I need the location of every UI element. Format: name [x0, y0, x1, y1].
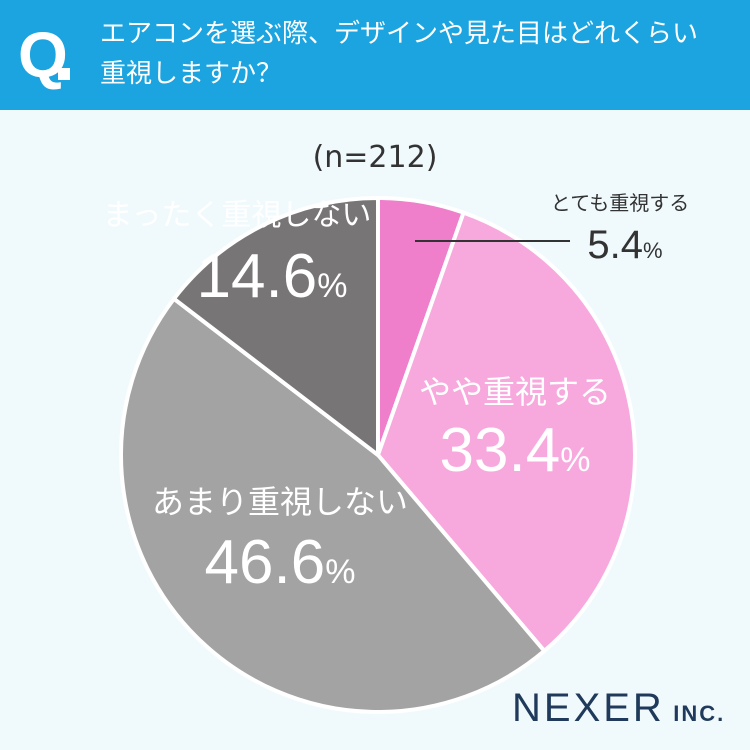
- pie-slice-2: [375, 210, 637, 654]
- pie-slice-4: [171, 195, 380, 460]
- question-line-1: エアコンを選ぶ際、デザインや見た目はどれくらい: [100, 19, 699, 49]
- brand-logo: NEXER INC.: [512, 686, 725, 731]
- brand-suffix: INC.: [673, 701, 726, 726]
- slice-value-2: 33.4%: [440, 416, 591, 485]
- slice-label-3: あまり重視しない: [152, 483, 408, 521]
- question-text: エアコンを選ぶ際、デザインや見た目はどれくらい 重視しますか？: [100, 14, 740, 94]
- question-line-2: 重視しますか？: [100, 59, 283, 89]
- slice-value-1: 5.4%: [587, 223, 662, 267]
- slice-label-4: まったく重視しない: [103, 198, 372, 233]
- slice-value-4: 14.6%: [197, 242, 348, 311]
- slice-label-1: とても重視する: [551, 191, 689, 215]
- question-header: Q エアコンを選ぶ際、デザインや見た目はどれくらい 重視しますか？: [0, 0, 750, 110]
- pie-slice-3: [119, 295, 548, 714]
- q-dot: [58, 68, 70, 80]
- slice-value-3: 46.6%: [205, 528, 356, 597]
- sample-size: (n=212): [312, 140, 438, 175]
- brand-name: NEXER: [512, 686, 665, 730]
- slice-label-2: やや重視する: [419, 373, 611, 411]
